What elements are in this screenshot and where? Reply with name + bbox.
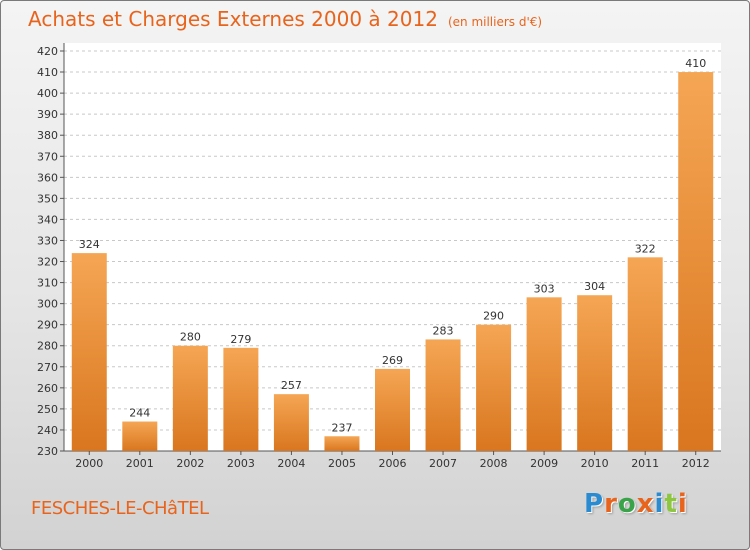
bar-value-label: 279 [230,333,251,346]
x-tick-label: 2007 [429,457,457,470]
bar-value-label: 303 [534,282,555,295]
y-tick-label: 420 [37,45,58,58]
bar [223,347,259,451]
x-tick-label: 2012 [682,457,710,470]
y-tick-label: 310 [37,277,58,290]
bar-value-label: 322 [635,242,656,255]
bar [273,394,309,451]
y-tick-label: 390 [37,108,58,121]
logo-letter: x [636,489,655,519]
x-tick-label: 2004 [277,457,305,470]
y-tick-label: 320 [37,256,58,269]
y-tick-label: 410 [37,66,58,79]
y-tick-label: 230 [37,445,58,458]
logo-letter: o [617,489,637,519]
logo-letter: t [664,489,678,519]
logo-letter: i [654,489,665,519]
y-tick-label: 370 [37,150,58,163]
y-tick-label: 330 [37,234,58,247]
bar [476,324,512,451]
x-tick-label: 2006 [379,457,407,470]
bar [678,72,714,451]
x-tick-label: 2001 [126,457,154,470]
bar [425,339,461,451]
bar-value-label: 269 [382,354,403,367]
bar-value-label: 290 [483,310,504,323]
place-name: FESCHES-LE-CHâTEL [31,498,209,519]
bar [627,257,663,451]
bar [324,436,360,451]
y-tick-label: 350 [37,192,58,205]
y-tick-label: 400 [37,87,58,100]
x-tick-label: 2005 [328,457,356,470]
bar-value-label: 304 [584,280,605,293]
x-tick-label: 2000 [75,457,103,470]
bar [122,421,158,451]
bar-value-label: 257 [281,379,302,392]
x-tick-label: 2002 [176,457,204,470]
logo-letter: i [677,489,688,519]
y-tick-label: 280 [37,340,58,353]
chart-subtitle: (en milliers d'€) [447,15,543,29]
bar [526,297,562,451]
title-text: Achats et Charges Externes 2000 à 2012 [28,7,438,31]
bar-value-label: 237 [331,421,352,434]
bar-value-label: 283 [433,324,454,337]
logo-letter: P [584,489,605,519]
y-tick-label: 260 [37,382,58,395]
bar-value-label: 410 [685,57,706,70]
bar-value-label: 324 [79,238,100,251]
bar [375,368,410,451]
y-tick-label: 300 [37,298,58,311]
y-tick-label: 380 [37,129,58,142]
x-tick-label: 2009 [530,457,558,470]
bar-value-label: 280 [180,331,201,344]
y-tick-label: 250 [37,403,58,416]
x-tick-label: 2010 [581,457,609,470]
y-tick-label: 340 [37,213,58,226]
y-tick-label: 240 [37,424,58,437]
logo-letter: r [604,489,618,519]
x-tick-label: 2011 [631,457,659,470]
chart-title: Achats et Charges Externes 2000 à 2012 (e… [28,7,542,31]
bar-value-label: 244 [129,407,150,420]
bar [577,295,613,451]
x-tick-label: 2008 [480,457,508,470]
proxiti-logo: Proxiti [584,489,688,519]
y-tick-label: 290 [37,319,58,332]
bar [172,345,208,451]
bar [71,253,107,451]
y-tick-label: 270 [37,361,58,374]
y-tick-label: 360 [37,171,58,184]
x-tick-label: 2003 [227,457,255,470]
